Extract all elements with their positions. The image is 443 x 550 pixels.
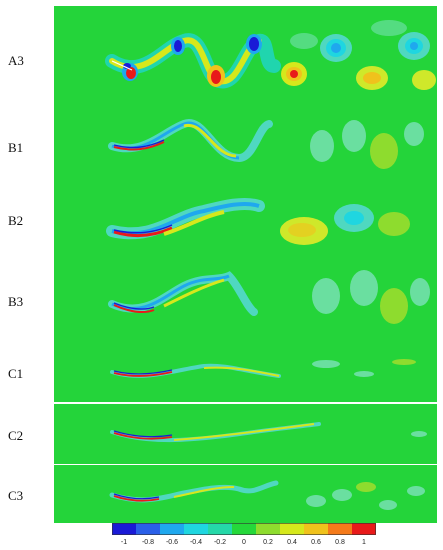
vorticity-field-c3 xyxy=(54,465,437,523)
wake-a3 xyxy=(105,20,436,90)
colorbar-segment xyxy=(112,523,137,535)
vorticity-field-c2 xyxy=(54,404,437,464)
colorbar-tick-label: -0.2 xyxy=(213,539,227,546)
colorbar-tick-label: 1 xyxy=(362,539,366,546)
colorbar-segment xyxy=(256,523,281,535)
colorbar-tick-label: 0.4 xyxy=(287,539,297,546)
colorbar-segment xyxy=(352,523,376,535)
colorbar-segment xyxy=(208,523,233,535)
colorbar-segment xyxy=(160,523,185,535)
colorbar-tick-label: -0.6 xyxy=(165,539,179,546)
panel-label-c3: C3 xyxy=(8,488,24,503)
colorbar-tick-label: -1 xyxy=(120,539,128,546)
colorbar-segment xyxy=(184,523,209,535)
wake-b2 xyxy=(106,197,410,245)
vorticity-field-a3-b xyxy=(54,6,437,342)
colorbar-tick-label: 0.6 xyxy=(311,539,321,546)
colorbar-segment xyxy=(304,523,329,535)
colorbar-segment xyxy=(328,523,353,535)
panel-label-b1: B1 xyxy=(8,140,24,155)
colorbar xyxy=(112,523,376,535)
panel-c3 xyxy=(54,465,437,523)
panel-a3-b-block xyxy=(54,6,437,342)
colorbar-segment xyxy=(280,523,305,535)
panel-c2 xyxy=(54,404,437,464)
panel-label-c2: C2 xyxy=(8,428,24,443)
wake-b1 xyxy=(108,119,424,169)
colorbar-tick-label: 0.2 xyxy=(263,539,273,546)
colorbar-segment xyxy=(136,523,161,535)
panel-label-a3: A3 xyxy=(8,53,24,68)
panel-label-c1: C1 xyxy=(8,366,24,381)
panel-label-b3: B3 xyxy=(8,294,24,309)
panel-label-b2: B2 xyxy=(8,213,24,228)
colorbar-tick-label: -0.4 xyxy=(189,539,203,546)
colorbar-segment xyxy=(232,523,257,535)
colorbar-outline xyxy=(112,523,376,535)
colorbar-tick-label: 0.8 xyxy=(335,539,345,546)
wake-b3 xyxy=(108,270,430,324)
panel-c1 xyxy=(54,342,437,402)
colorbar-tick-label: 0 xyxy=(242,539,246,546)
colorbar-tick-label: -0.8 xyxy=(141,539,155,546)
vorticity-field-c1 xyxy=(54,342,437,402)
